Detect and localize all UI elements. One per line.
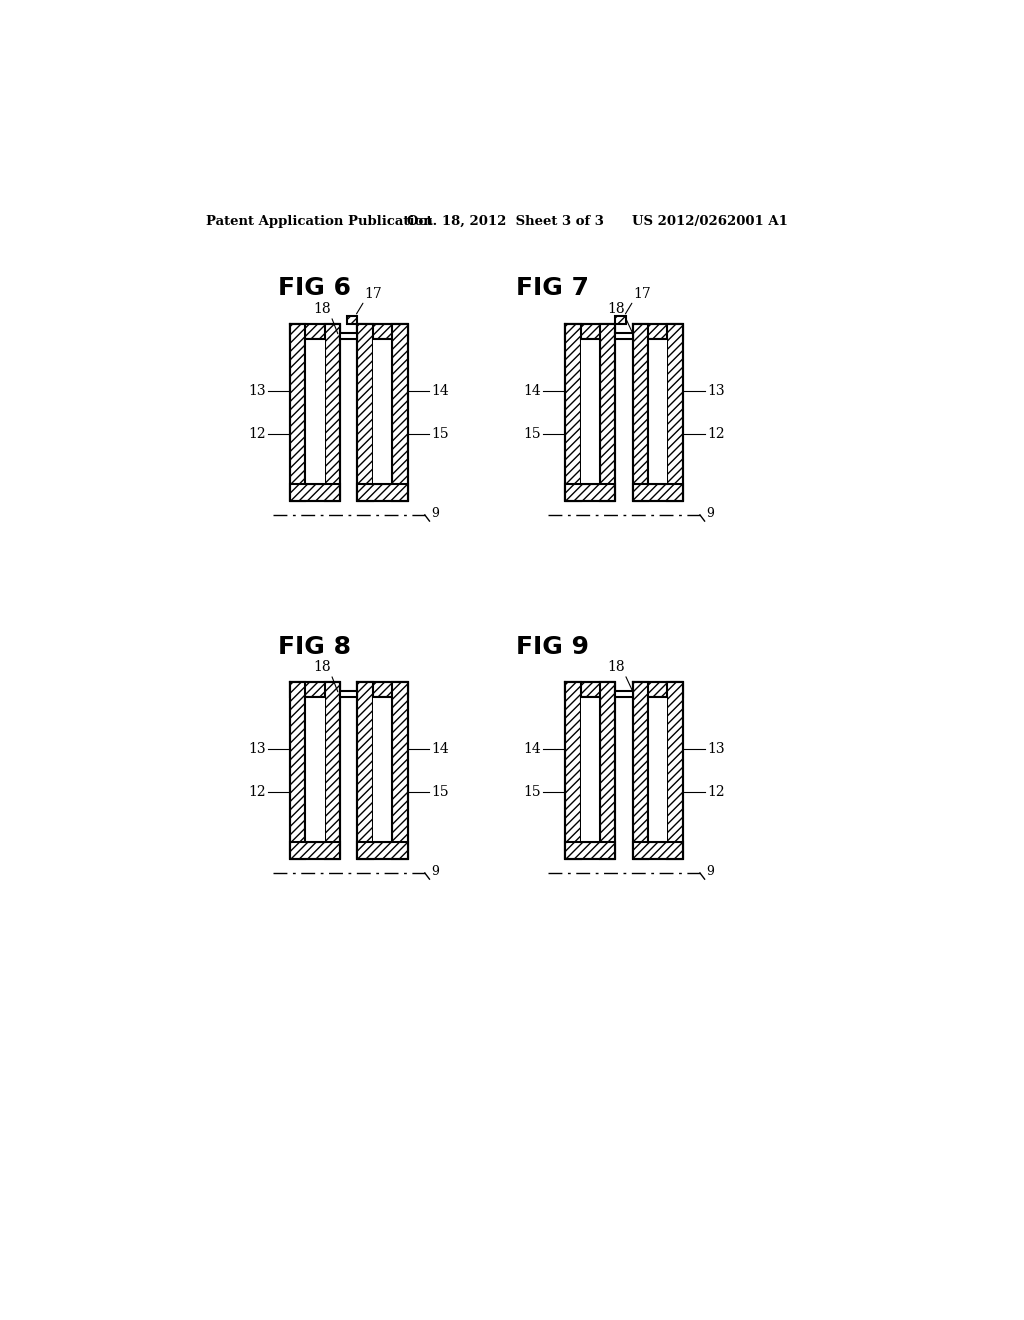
- Text: Oct. 18, 2012  Sheet 3 of 3: Oct. 18, 2012 Sheet 3 of 3: [407, 215, 604, 228]
- Text: 12: 12: [707, 785, 725, 799]
- Bar: [357, 484, 408, 502]
- Bar: [305, 697, 325, 842]
- Text: 14: 14: [523, 742, 541, 756]
- Bar: [392, 682, 408, 859]
- Text: 18: 18: [607, 302, 625, 317]
- Bar: [615, 692, 633, 697]
- Bar: [633, 842, 683, 859]
- Text: 15: 15: [523, 785, 541, 799]
- Text: 12: 12: [707, 426, 725, 441]
- Bar: [305, 339, 325, 484]
- Bar: [340, 333, 357, 339]
- Bar: [290, 682, 305, 859]
- Text: 18: 18: [607, 660, 625, 675]
- Bar: [357, 323, 373, 502]
- Text: 15: 15: [432, 785, 450, 799]
- Text: 18: 18: [313, 660, 331, 675]
- Text: 12: 12: [249, 426, 266, 441]
- Text: 9: 9: [431, 507, 439, 520]
- Bar: [633, 682, 648, 859]
- Text: FIG 6: FIG 6: [278, 276, 350, 300]
- Bar: [325, 682, 340, 859]
- Text: 9: 9: [707, 507, 714, 520]
- Text: 14: 14: [432, 384, 450, 399]
- Bar: [357, 323, 408, 339]
- Bar: [633, 323, 683, 339]
- Bar: [615, 333, 633, 339]
- Bar: [648, 339, 668, 484]
- Text: FIG 8: FIG 8: [278, 635, 350, 660]
- Bar: [325, 323, 340, 502]
- Bar: [290, 323, 340, 339]
- Text: 17: 17: [365, 286, 382, 301]
- Bar: [340, 692, 357, 697]
- Bar: [565, 323, 581, 502]
- Text: 13: 13: [707, 742, 725, 756]
- Text: 18: 18: [313, 302, 331, 317]
- Text: 12: 12: [249, 785, 266, 799]
- Text: 9: 9: [431, 865, 439, 878]
- Bar: [290, 842, 340, 859]
- Bar: [357, 682, 373, 859]
- Bar: [565, 682, 581, 859]
- Bar: [600, 682, 615, 859]
- Bar: [290, 682, 340, 697]
- Bar: [633, 323, 648, 502]
- Bar: [565, 484, 615, 502]
- Bar: [392, 323, 408, 502]
- Text: FIG 9: FIG 9: [515, 635, 589, 660]
- Text: 9: 9: [707, 865, 714, 878]
- Text: 17: 17: [633, 286, 651, 301]
- Bar: [290, 484, 340, 502]
- Bar: [565, 842, 615, 859]
- Text: 15: 15: [523, 426, 541, 441]
- Text: Patent Application Publication: Patent Application Publication: [206, 215, 432, 228]
- Text: 13: 13: [707, 384, 725, 399]
- Bar: [581, 339, 600, 484]
- Bar: [615, 317, 627, 323]
- Text: 14: 14: [432, 742, 450, 756]
- Bar: [357, 682, 408, 697]
- Bar: [668, 323, 683, 502]
- Bar: [600, 323, 615, 502]
- Text: 13: 13: [249, 384, 266, 399]
- Bar: [373, 339, 392, 484]
- Bar: [346, 317, 357, 323]
- Bar: [357, 842, 408, 859]
- Bar: [581, 697, 600, 842]
- Bar: [648, 697, 668, 842]
- Text: US 2012/0262001 A1: US 2012/0262001 A1: [632, 215, 787, 228]
- Text: 13: 13: [249, 742, 266, 756]
- Bar: [290, 323, 305, 502]
- Bar: [373, 697, 392, 842]
- Bar: [633, 484, 683, 502]
- Text: 15: 15: [432, 426, 450, 441]
- Bar: [565, 323, 615, 339]
- Bar: [565, 682, 615, 697]
- Bar: [668, 682, 683, 859]
- Bar: [633, 682, 683, 697]
- Text: 14: 14: [523, 384, 541, 399]
- Text: FIG 7: FIG 7: [515, 276, 589, 300]
